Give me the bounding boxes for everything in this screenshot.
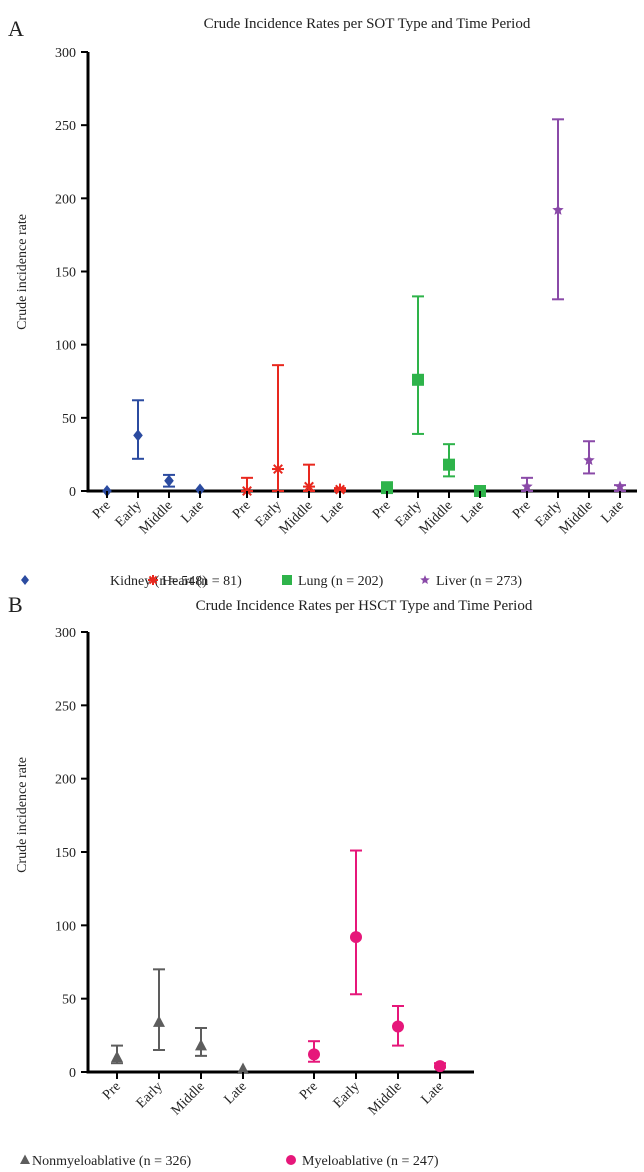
legend-marker: [21, 575, 29, 585]
y-tick-label: 200: [55, 773, 76, 788]
legend-label: Myeloablative (n = 247): [302, 1154, 439, 1169]
data-point-middle: [164, 474, 174, 487]
data-point-late: [614, 480, 626, 492]
data-point-pre: [381, 482, 393, 495]
x-tick-label: Late: [459, 498, 487, 526]
data-point-middle: [195, 1039, 207, 1051]
data-point-middle: [303, 480, 315, 493]
y-tick-label: 100: [55, 919, 76, 934]
y-tick-label: 100: [55, 339, 76, 354]
legend-marker: [148, 575, 158, 585]
data-point-middle: [583, 454, 595, 466]
x-tick-label: Late: [599, 498, 627, 526]
x-tick-label: Pre: [297, 1079, 321, 1103]
x-tick-label: Early: [331, 1079, 363, 1111]
legend-label: Kidney (n = 548): [110, 574, 207, 589]
x-tick-label: Late: [419, 1079, 447, 1107]
x-tick-label: Middle: [366, 1079, 405, 1118]
x-tick-label: Middle: [557, 498, 596, 537]
data-point-late: [237, 1062, 249, 1074]
asterisk-stroke: [273, 464, 283, 474]
legend-marker: [286, 1155, 296, 1165]
legend-item-liver: Liver (n = 273): [420, 574, 522, 589]
y-tick-label: 300: [55, 46, 76, 61]
series-kidney: [102, 399, 205, 497]
legend-marker: [420, 575, 430, 584]
y-tick-label: 0: [69, 1066, 76, 1081]
x-tick-label: Late: [222, 1079, 250, 1107]
data-point-early: [133, 429, 143, 442]
legend-item-lung: Lung (n = 202): [282, 574, 384, 589]
legend-item-nonmyeloablative: Nonmyeloablative (n = 326): [20, 1154, 191, 1169]
data-point-early: [412, 373, 424, 386]
legend-marker: [20, 1154, 30, 1164]
x-tick-label: Middle: [169, 1079, 208, 1118]
data-point-late: [195, 483, 205, 496]
x-tick-label: Middle: [417, 498, 456, 537]
x-tick-label: Pre: [370, 498, 394, 522]
y-tick-label: 50: [62, 412, 76, 427]
x-tick-label: Middle: [277, 498, 316, 537]
x-tick-label: Early: [134, 1079, 166, 1111]
y-tick-label: 150: [55, 266, 76, 281]
data-point-early: [350, 931, 362, 944]
y-axis-label-a: Crude incidence rate: [15, 214, 30, 330]
y-tick-label: 200: [55, 192, 76, 207]
y-axis-label-b: Crude incidence rate: [15, 757, 30, 873]
legend-marker: [282, 575, 292, 585]
asterisk-stroke: [148, 575, 158, 585]
data-point-middle: [392, 1020, 404, 1033]
x-tick-label: Late: [179, 498, 207, 526]
chart-title-b: Crude Incidence Rates per HSCT Type and …: [196, 598, 533, 614]
data-point-early: [272, 463, 284, 476]
legend-item-heart: Heart (n = 81): [148, 574, 242, 589]
y-tick-label: 250: [55, 699, 76, 714]
series-liver: [521, 118, 626, 492]
x-tick-label: Pre: [90, 498, 114, 522]
legend-label: Nonmyeloablative (n = 326): [32, 1154, 191, 1169]
panel-letter-b: B: [8, 592, 23, 617]
data-point-pre: [111, 1050, 123, 1063]
legend-label: Liver (n = 273): [436, 574, 522, 589]
panel-a: A Crude Incidence Rates per SOT Type and…: [8, 16, 637, 589]
chart-title-a: Crude Incidence Rates per SOT Type and T…: [204, 16, 531, 32]
legend-item-kidney: Kidney (n = 548): [21, 574, 207, 589]
y-tick-label: 150: [55, 846, 76, 861]
panel-b: B Crude Incidence Rates per HSCT Type an…: [8, 592, 533, 1169]
y-tick-label: 0: [69, 485, 76, 500]
y-tick-label: 250: [55, 119, 76, 134]
x-tick-label: Pre: [100, 1079, 124, 1103]
x-tick-label: Middle: [137, 498, 176, 537]
x-tick-label: Pre: [230, 498, 254, 522]
legend-label: Lung (n = 202): [298, 574, 384, 589]
x-tick-label: Pre: [510, 498, 534, 522]
x-tick-label: Late: [319, 498, 347, 526]
data-point-pre: [521, 480, 533, 492]
panel-letter-a: A: [8, 16, 24, 41]
data-point-early: [153, 1015, 165, 1027]
data-point-middle: [443, 458, 455, 471]
data-point-late: [434, 1060, 446, 1073]
data-point-pre: [308, 1048, 320, 1061]
data-point-early: [552, 204, 564, 215]
asterisk-stroke: [335, 484, 345, 495]
series-nonmyeloablative: [111, 968, 249, 1074]
y-tick-label: 50: [62, 993, 76, 1008]
legend-item-myeloablative: Myeloablative (n = 247): [286, 1154, 439, 1169]
series-heart: [241, 364, 346, 497]
y-tick-label: 300: [55, 626, 76, 641]
series-lung: [381, 295, 486, 497]
series-myeloablative: [308, 849, 446, 1073]
legend-label: Heart (n = 81): [162, 574, 242, 589]
asterisk-stroke: [304, 481, 314, 492]
